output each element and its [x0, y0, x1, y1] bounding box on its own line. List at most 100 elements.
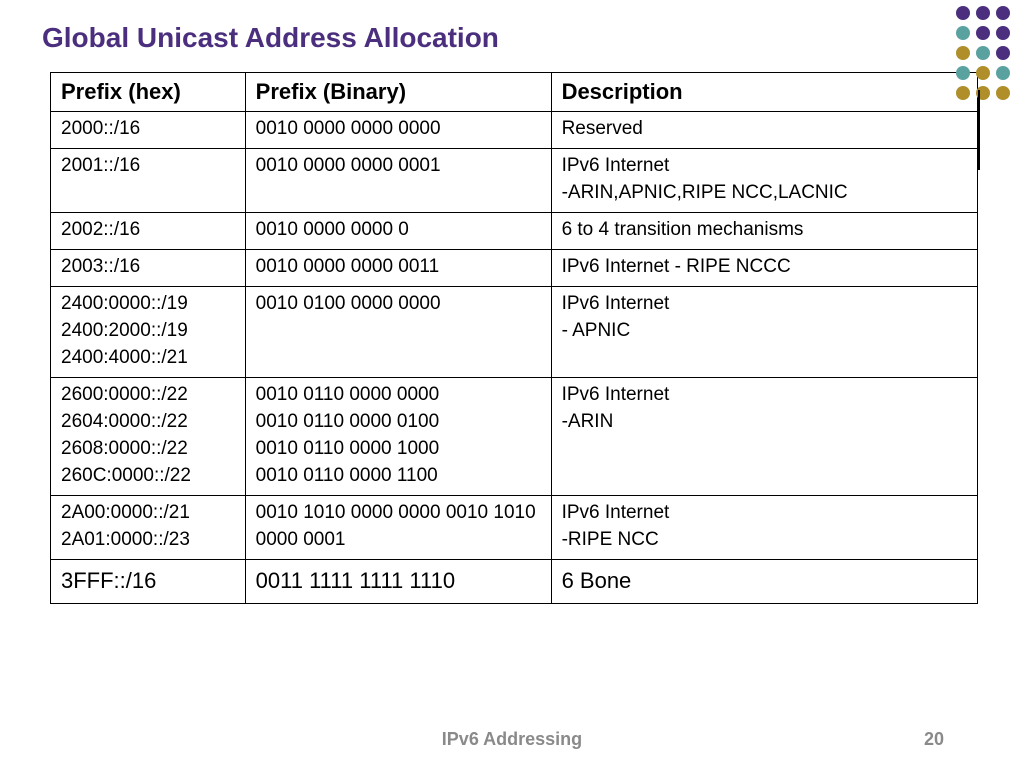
- cell-line: 2604:0000::/22: [61, 409, 237, 436]
- cell-line: 2003::/16: [61, 254, 237, 281]
- cell-line: 260C:0000::/22: [61, 463, 237, 490]
- cell-line: IPv6 Internet: [562, 291, 969, 318]
- table-cell: 2000::/16: [51, 112, 246, 149]
- cell-line: 2000::/16: [61, 116, 237, 143]
- table-cell: 2001::/16: [51, 148, 246, 212]
- cell-line: 0010 0110 0000 0100: [256, 409, 543, 436]
- cell-line: 0010 0000 0000 0001: [256, 153, 543, 180]
- allocation-table-wrap: Prefix (hex) Prefix (Binary) Description…: [50, 72, 978, 604]
- table-cell: 2600:0000::/222604:0000::/222608:0000::/…: [51, 377, 246, 495]
- cell-line: 6 to 4 transition mechanisms: [562, 217, 969, 244]
- cell-line: 6 Bone: [562, 566, 969, 596]
- decor-dot: [996, 86, 1010, 100]
- decor-dot: [956, 6, 970, 20]
- table-row: 2002::/16 0010 0000 0000 0 6 to 4 transiti…: [51, 212, 978, 249]
- cell-line: 0010 0000 0000 0: [256, 217, 543, 244]
- cell-line: 2600:0000::/22: [61, 382, 237, 409]
- table-row: 3FFF::/16 0011 1111 1111 1110 6 Bone: [51, 559, 978, 604]
- table-cell: 2400:0000::/192400:2000::/192400:4000::/…: [51, 286, 246, 377]
- footer: IPv6 Addressing 20: [0, 729, 1024, 750]
- table-cell: 0011 1111 1111 1110: [245, 559, 551, 604]
- decor-dot: [996, 26, 1010, 40]
- cell-line: - APNIC: [562, 318, 969, 345]
- decor-dot: [996, 6, 1010, 20]
- table-cell: IPv6 Internet- APNIC: [551, 286, 977, 377]
- table-cell: IPv6 Internet-ARIN,APNIC,RIPE NCC,LACNIC: [551, 148, 977, 212]
- table-row: 2001::/16 0010 0000 0000 0001 IPv6 Interne…: [51, 148, 978, 212]
- cell-line: 0010 0000 0000 0011: [256, 254, 543, 281]
- table-cell: 0010 0000 0000 0: [245, 212, 551, 249]
- cell-line: 0010 0110 0000 0000: [256, 382, 543, 409]
- cell-line: IPv6 Internet: [562, 382, 969, 409]
- cell-line: 2A01:0000::/23: [61, 527, 237, 554]
- cell-line: 2608:0000::/22: [61, 436, 237, 463]
- decor-row: [956, 86, 1010, 100]
- table-row: 2400:0000::/192400:2000::/192400:4000::/…: [51, 286, 978, 377]
- decor-dot: [996, 66, 1010, 80]
- table-row: 2A00:0000::/212A01:0000::/230010 1010 00…: [51, 495, 978, 559]
- table-cell: 3FFF::/16: [51, 559, 246, 604]
- cell-line: 2400:0000::/19: [61, 291, 237, 318]
- table-row: 2000::/16 0010 0000 0000 0000 Reserved: [51, 112, 978, 149]
- table-row: 2600:0000::/222604:0000::/222608:0000::/…: [51, 377, 978, 495]
- table-row: 2003::/16 0010 0000 0000 0011 IPv6 Interne…: [51, 249, 978, 286]
- corner-dot-decoration: [956, 6, 1010, 100]
- cell-line: 0010 0100 0000 0000: [256, 291, 543, 318]
- footer-page-number: 20: [924, 729, 944, 750]
- decor-dot: [976, 66, 990, 80]
- table-head: Prefix (hex) Prefix (Binary) Description: [51, 73, 978, 112]
- col-header-description: Description: [551, 73, 977, 112]
- table-body: 2000::/16 0010 0000 0000 0000 Reserved2001…: [51, 112, 978, 604]
- decor-row: [956, 66, 1010, 80]
- cell-line: -RIPE NCC: [562, 527, 969, 554]
- cell-line: -ARIN,APNIC,RIPE NCC,LACNIC: [562, 180, 969, 207]
- decor-dot: [956, 86, 970, 100]
- decor-dot: [976, 46, 990, 60]
- cell-line: 0010 0110 0000 1100: [256, 463, 543, 490]
- cell-line: 2400:2000::/19: [61, 318, 237, 345]
- allocation-table: Prefix (hex) Prefix (Binary) Description…: [50, 72, 978, 604]
- table-cell: 2003::/16: [51, 249, 246, 286]
- table-cell: 0010 0110 0000 00000010 0110 0000 0100 00…: [245, 377, 551, 495]
- cell-line: 2400:4000::/21: [61, 345, 237, 372]
- cell-line: IPv6 Internet: [562, 153, 969, 180]
- decor-row: [956, 46, 1010, 60]
- cell-line: 0010 0000 0000 0000: [256, 116, 543, 143]
- table-cell: Reserved: [551, 112, 977, 149]
- table-cell: 0010 0000 0000 0001: [245, 148, 551, 212]
- decor-row: [956, 26, 1010, 40]
- cell-line: IPv6 Internet: [562, 500, 969, 527]
- decor-dot: [956, 46, 970, 60]
- table-cell: 0010 0100 0000 0000: [245, 286, 551, 377]
- cell-line: IPv6 Internet - RIPE NCCC: [562, 254, 969, 281]
- table-cell: IPv6 Internet - RIPE NCCC: [551, 249, 977, 286]
- decor-dot: [956, 66, 970, 80]
- table-cell: 0010 0000 0000 0011: [245, 249, 551, 286]
- col-header-prefix-binary: Prefix (Binary): [245, 73, 551, 112]
- decor-dot: [976, 6, 990, 20]
- table-cell: 0010 0000 0000 0000: [245, 112, 551, 149]
- cell-line: 0011 1111 1111 1110: [256, 566, 543, 596]
- cell-line: 2002::/16: [61, 217, 237, 244]
- table-cell: 6 Bone: [551, 559, 977, 604]
- cell-line: -ARIN: [562, 409, 969, 436]
- table-cell: 2002::/16: [51, 212, 246, 249]
- table-cell: IPv6 Internet-ARIN: [551, 377, 977, 495]
- footer-label: IPv6 Addressing: [442, 729, 582, 750]
- cell-line: Reserved: [562, 116, 969, 143]
- col-header-prefix-hex: Prefix (hex): [51, 73, 246, 112]
- table-cell: 6 to 4 transition mechanisms: [551, 212, 977, 249]
- decor-dot: [956, 26, 970, 40]
- decor-dot: [996, 46, 1010, 60]
- cell-line: 3FFF::/16: [61, 566, 237, 596]
- table-cell: 2A00:0000::/212A01:0000::/23: [51, 495, 246, 559]
- cell-line: 2001::/16: [61, 153, 237, 180]
- accent-line: [978, 90, 980, 170]
- table-cell: IPv6 Internet-RIPE NCC: [551, 495, 977, 559]
- decor-dot: [976, 26, 990, 40]
- slide-title: Global Unicast Address Allocation: [0, 22, 1024, 72]
- table-cell: 0010 1010 0000 0000 0010 1010 0000 0001: [245, 495, 551, 559]
- cell-line: 2A00:0000::/21: [61, 500, 237, 527]
- cell-line: 0010 1010 0000 0000 0010 1010 0000 0001: [256, 500, 543, 554]
- slide: Global Unicast Address Allocation Prefix…: [0, 0, 1024, 768]
